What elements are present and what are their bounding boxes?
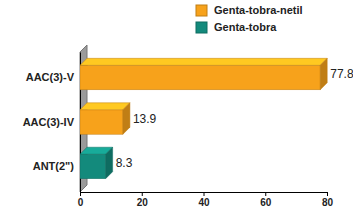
bar-top [80,58,327,65]
data-label: 77.8 [330,67,353,81]
x-tick-label: 80 [322,197,334,208]
x-tick: 0 [78,192,84,208]
x-tick: 40 [198,192,210,208]
data-label: 13.9 [133,112,157,126]
x-tick-label: 0 [78,197,84,208]
x-tick-mark [265,192,266,196]
y-tick: AAC(3)-IV [23,116,75,128]
y-tick-label: AAC(3)-IV [23,116,75,128]
bar-group [80,103,130,134]
bar [80,110,123,134]
data-labels: 77.8 13.9 8.3 [116,67,353,170]
legend-swatch [196,22,207,33]
y-tick: ANT(2") [33,160,75,172]
x-tick-label: 60 [260,197,272,208]
legend-item: Genta-tobra [196,21,277,33]
x-tick: 80 [322,192,334,208]
x-axis-line [81,193,328,197]
legend-item: Genta-tobra-netil [196,4,303,16]
chart-container: 0 20 40 60 80 AAC(3)-V AAC(3)-IV ANT(2") 77.8 13.… [0,0,353,216]
y-tick-label: AAC(3)-V [26,71,75,83]
bar-group [80,147,113,178]
bar-top [80,103,130,110]
y-tick-label: ANT(2") [33,160,75,172]
bar [80,154,106,178]
x-tick-mark [80,192,81,196]
plot-area [80,58,327,178]
bar-side [106,147,113,178]
data-label: 8.3 [116,156,133,170]
x-tick: 60 [260,192,272,208]
bar [80,65,320,89]
bar-group [80,58,327,89]
legend-label: Genta-tobra-netil [214,4,303,16]
chart-svg: 0 20 40 60 80 AAC(3)-V AAC(3)-IV ANT(2") 77.8 13.… [0,0,353,216]
x-tick-label: 20 [137,197,149,208]
x-tick: 20 [137,192,149,208]
legend-swatch [196,5,207,16]
bar-side [320,58,327,89]
x-tick-mark [142,192,143,196]
x-tick-mark [204,192,205,196]
y-axis: AAC(3)-V AAC(3)-IV ANT(2") [23,53,81,193]
x-tick-mark [327,192,328,196]
x-tick-label: 40 [198,197,210,208]
y-tick: AAC(3)-V [26,71,75,83]
legend: Genta-tobra-netil Genta-tobra [196,4,303,33]
x-axis: 0 20 40 60 80 [78,192,334,208]
bar-side [123,103,130,134]
legend-label: Genta-tobra [214,21,277,33]
